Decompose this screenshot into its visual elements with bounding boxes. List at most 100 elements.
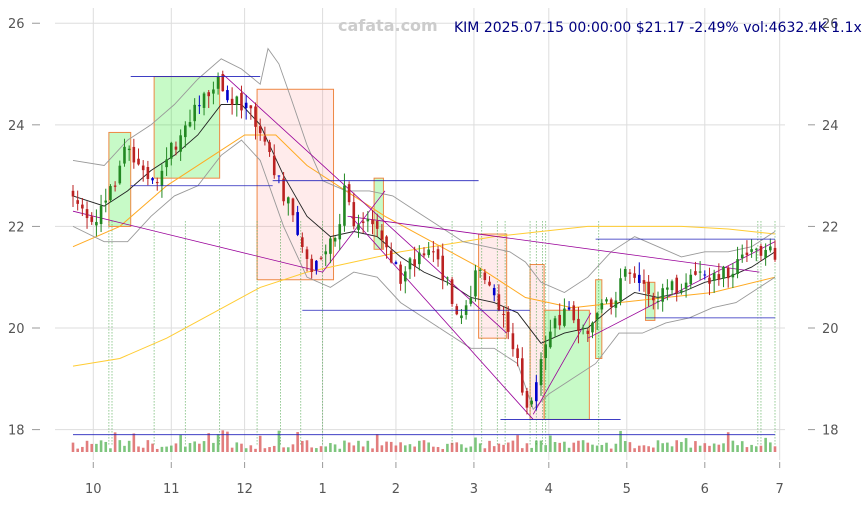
candle-body — [104, 200, 108, 203]
candle-body — [113, 185, 117, 187]
candle-body — [544, 344, 547, 359]
x-tick-label: 12 — [236, 482, 253, 497]
volume-bar — [661, 443, 664, 452]
volume-bar — [520, 448, 524, 452]
volume-bar — [357, 440, 360, 452]
candle-body — [577, 318, 580, 331]
candle-body — [244, 102, 248, 108]
candle-body — [460, 315, 463, 319]
volume-bar — [506, 442, 510, 452]
watermark: cafata.com — [338, 16, 438, 35]
candle-body — [151, 178, 154, 181]
lower-band-line — [72, 139, 776, 411]
candle-body — [418, 252, 421, 265]
candle-body — [268, 142, 271, 153]
candle-body — [441, 255, 445, 280]
volume-bar — [619, 430, 622, 452]
candle-body — [212, 89, 215, 94]
y-tick-label-left: 20 — [8, 322, 25, 337]
candle-body — [95, 221, 98, 226]
upper-band-line — [72, 47, 776, 294]
volume-bar — [81, 446, 84, 452]
candle-body — [745, 252, 749, 256]
candle-body — [71, 190, 75, 197]
volume-bar — [712, 443, 716, 452]
volume-bar — [740, 441, 744, 452]
volume-bar — [263, 448, 267, 452]
candle-body — [371, 219, 374, 225]
volume-bar — [174, 443, 178, 452]
range-box — [373, 177, 384, 250]
volume-bar — [375, 434, 379, 452]
candle-body — [118, 165, 122, 184]
candle-body — [764, 249, 767, 259]
volume-bar — [301, 440, 304, 452]
candle-body — [628, 272, 632, 274]
volume-bar — [689, 447, 693, 452]
volume-bar — [773, 446, 777, 452]
candle-body — [403, 271, 407, 282]
volume-bar — [385, 441, 388, 452]
x-tick-label: 6 — [701, 482, 709, 497]
volume-bar — [581, 440, 585, 452]
volume-bar — [305, 440, 309, 452]
candle-body — [254, 106, 257, 127]
volume-bar — [726, 432, 730, 452]
volume-bar — [577, 440, 580, 452]
candle-body — [656, 301, 660, 303]
volume-bar — [338, 448, 342, 452]
candle-body — [567, 307, 571, 310]
candle-body — [207, 92, 211, 97]
volume-bar — [333, 444, 337, 452]
candle-body — [109, 186, 112, 201]
x-tick-label: 1 — [318, 482, 326, 497]
candle-body — [329, 238, 332, 254]
candle-body — [516, 348, 519, 358]
volume-bar — [623, 441, 627, 452]
candle-body — [399, 264, 402, 284]
range-box — [478, 233, 508, 339]
volume-bar — [460, 444, 463, 452]
candle-body — [324, 251, 328, 255]
volume-bar — [193, 441, 196, 452]
volume-bar — [249, 445, 253, 452]
candle-body — [184, 125, 187, 138]
volume-bar — [535, 440, 538, 452]
candle-body — [478, 269, 482, 271]
candle-body — [226, 90, 229, 101]
volume-bar — [759, 445, 763, 452]
volume-bar — [90, 443, 94, 452]
volume-bar — [432, 446, 435, 452]
volume-bar — [642, 445, 646, 452]
volume-bar — [244, 448, 248, 452]
candle-body — [773, 247, 777, 260]
volume-bar — [422, 440, 426, 452]
candle-body — [717, 274, 721, 280]
volume-bar — [277, 430, 281, 452]
volume-bars — [71, 430, 777, 452]
volume-bar — [319, 446, 323, 452]
volume-bar — [127, 440, 131, 452]
volume-bar — [329, 443, 332, 452]
volume-bar — [455, 442, 459, 452]
volume-bar — [408, 444, 412, 452]
volume-bar — [745, 447, 749, 452]
candle-body — [394, 262, 398, 264]
volume-bar — [71, 442, 75, 452]
candle-body — [754, 248, 758, 250]
range-box — [153, 76, 221, 179]
volume-bar — [502, 444, 505, 452]
volume-bar — [698, 445, 702, 452]
volume-bar — [235, 442, 239, 452]
volume-bar — [155, 448, 159, 452]
volume-bar — [85, 440, 89, 452]
candle-body — [141, 165, 145, 171]
candle-body — [450, 279, 454, 304]
candle-body — [670, 281, 674, 291]
volume-bar — [165, 446, 168, 452]
volume-bar — [656, 440, 660, 452]
candle-body — [488, 281, 491, 286]
candle-body — [249, 105, 253, 109]
